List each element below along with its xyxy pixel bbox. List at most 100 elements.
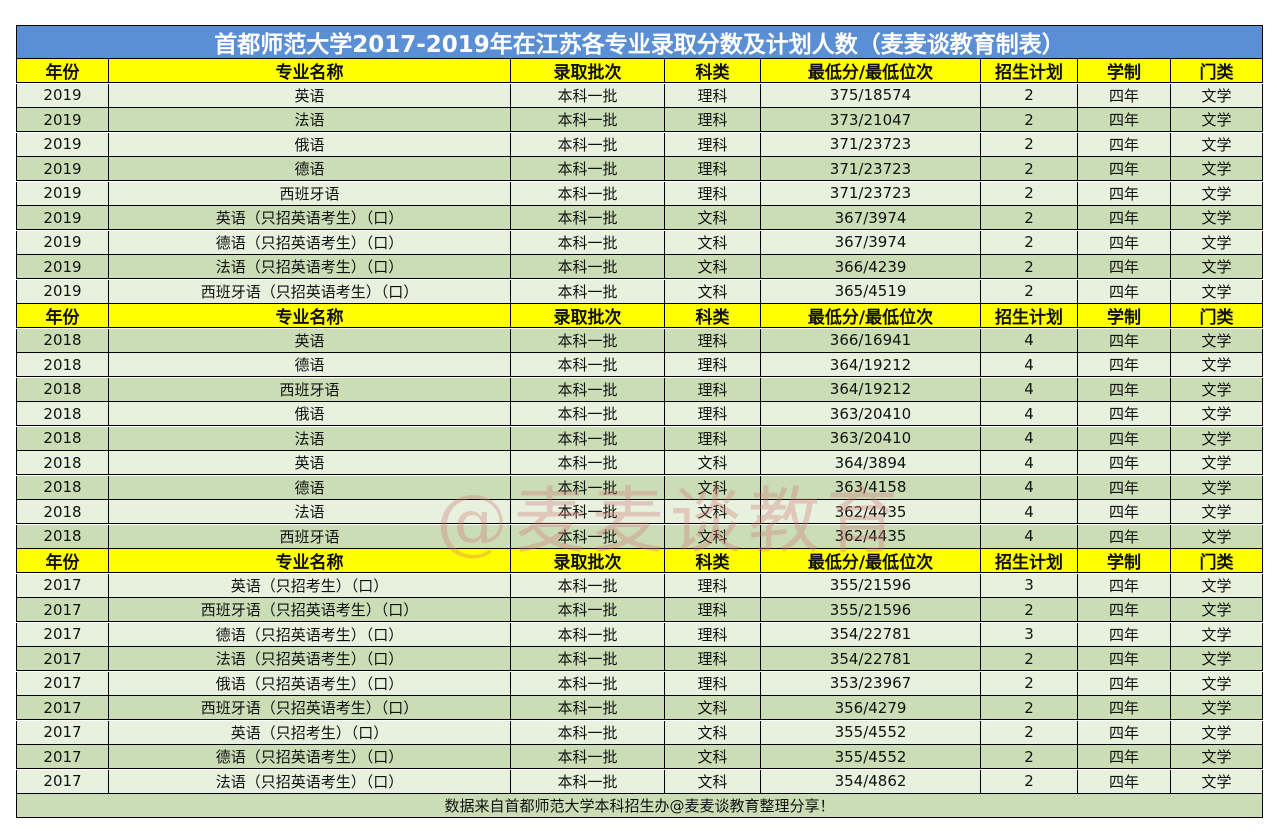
cell-major: 西班牙语 [109,181,511,206]
cell-discipline: 文学 [1171,377,1263,402]
cell-batch: 本科一批 [511,647,665,671]
cell-category: 理科 [665,573,761,598]
cell-category: 文科 [665,500,761,524]
cell-duration: 四年 [1078,157,1171,181]
admission-table: 首都师范大学2017-2019年在江苏各专业录取分数及计划人数（麦麦谈教育制表）… [16,25,1263,823]
header-discipline: 门类 [1171,304,1263,328]
cell-min-score-rank: 362/4435 [761,524,981,549]
cell-category: 文科 [665,720,761,745]
cell-category: 文科 [665,696,761,720]
cell-duration: 四年 [1078,353,1171,377]
cell-discipline: 文学 [1171,622,1263,647]
cell-duration: 四年 [1078,622,1171,647]
cell-batch: 本科一批 [511,573,665,598]
table-row: 2018 西班牙语 本科一批 理科 364/19212 4 四年 文学 [16,377,1263,402]
table-row: 2018 英语 本科一批 文科 364/3894 4 四年 文学 [16,451,1263,475]
cell-year: 2018 [16,451,109,475]
cell-min-score-rank: 356/4279 [761,696,981,720]
table-title: 首都师范大学2017-2019年在江苏各专业录取分数及计划人数（麦麦谈教育制表） [16,25,1263,59]
cell-min-score-rank: 355/4552 [761,745,981,769]
table-row: 2018 西班牙语 本科一批 文科 362/4435 4 四年 文学 [16,524,1263,549]
cell-category: 文科 [665,475,761,500]
cell-duration: 四年 [1078,108,1171,132]
cell-year: 2017 [16,696,109,720]
cell-major: 法语（只招英语考生）（口） [109,255,511,279]
table-row: 2019 法语（只招英语考生）（口） 本科一批 文科 366/4239 2 四年 文学 [16,255,1263,279]
cell-min-score-rank: 373/21047 [761,108,981,132]
cell-min-score-rank: 366/16941 [761,328,981,353]
cell-discipline: 文学 [1171,402,1263,426]
cell-duration: 四年 [1078,671,1171,696]
table-row: 2019 法语 本科一批 理科 373/21047 2 四年 文学 [16,108,1263,132]
cell-min-score-rank: 363/20410 [761,426,981,451]
header-min-score-rank: 最低分/最低位次 [761,59,981,83]
cell-year: 2019 [16,255,109,279]
cell-major: 俄语 [109,132,511,157]
cell-plan: 2 [981,671,1078,696]
cell-year: 2017 [16,598,109,622]
cell-min-score-rank: 365/4519 [761,279,981,304]
cell-discipline: 文学 [1171,647,1263,671]
header-batch: 录取批次 [511,549,665,573]
cell-batch: 本科一批 [511,108,665,132]
cell-category: 文科 [665,524,761,549]
cell-batch: 本科一批 [511,402,665,426]
cell-plan: 2 [981,598,1078,622]
cell-discipline: 文学 [1171,206,1263,230]
cell-major: 德语（只招英语考生）（口） [109,622,511,647]
cell-category: 文科 [665,769,761,794]
cell-year: 2017 [16,671,109,696]
cell-plan: 4 [981,500,1078,524]
cell-year: 2019 [16,132,109,157]
cell-year: 2018 [16,402,109,426]
header-major: 专业名称 [109,549,511,573]
cell-plan: 4 [981,451,1078,475]
cell-major: 法语 [109,108,511,132]
cell-major: 德语 [109,475,511,500]
cell-discipline: 文学 [1171,451,1263,475]
cell-category: 文科 [665,206,761,230]
table-row: 2019 德语 本科一批 理科 371/23723 2 四年 文学 [16,157,1263,181]
table-row: 2019 德语（只招英语考生）（口） 本科一批 文科 367/3974 2 四年 文学 [16,230,1263,255]
table-row: 2019 俄语 本科一批 理科 371/23723 2 四年 文学 [16,132,1263,157]
cell-category: 理科 [665,181,761,206]
cell-discipline: 文学 [1171,671,1263,696]
header-year: 年份 [16,304,109,328]
cell-min-score-rank: 364/19212 [761,353,981,377]
table-row: 2019 西班牙语（只招英语考生）（口） 本科一批 文科 365/4519 2 四年 文学 [16,279,1263,304]
cell-batch: 本科一批 [511,500,665,524]
cell-category: 文科 [665,279,761,304]
cell-min-score-rank: 353/23967 [761,671,981,696]
cell-year: 2018 [16,353,109,377]
cell-min-score-rank: 363/20410 [761,402,981,426]
cell-major: 英语 [109,83,511,108]
cell-major: 西班牙语 [109,377,511,402]
table-row: 2018 德语 本科一批 理科 364/19212 4 四年 文学 [16,353,1263,377]
cell-category: 理科 [665,671,761,696]
cell-category: 理科 [665,377,761,402]
cell-discipline: 文学 [1171,353,1263,377]
table-row: 2018 英语 本科一批 理科 366/16941 4 四年 文学 [16,328,1263,353]
cell-min-score-rank: 371/23723 [761,157,981,181]
cell-year: 2017 [16,573,109,598]
header-duration: 学制 [1078,549,1171,573]
cell-plan: 2 [981,108,1078,132]
cell-major: 德语 [109,353,511,377]
table-row: 2019 英语 本科一批 理科 375/18574 2 四年 文学 [16,83,1263,108]
header-category: 科类 [665,59,761,83]
cell-min-score-rank: 371/23723 [761,181,981,206]
cell-major: 德语 [109,157,511,181]
cell-year: 2017 [16,769,109,794]
cell-min-score-rank: 371/23723 [761,132,981,157]
cell-year: 2018 [16,328,109,353]
cell-category: 理科 [665,353,761,377]
cell-min-score-rank: 355/21596 [761,598,981,622]
cell-discipline: 文学 [1171,181,1263,206]
cell-duration: 四年 [1078,573,1171,598]
table-row: 2019 西班牙语 本科一批 理科 371/23723 2 四年 文学 [16,181,1263,206]
cell-category: 理科 [665,402,761,426]
cell-plan: 2 [981,769,1078,794]
cell-category: 理科 [665,83,761,108]
table-row: 2017 德语（只招英语考生）（口） 本科一批 理科 354/22781 3 四年 文学 [16,622,1263,647]
cell-plan: 4 [981,524,1078,549]
